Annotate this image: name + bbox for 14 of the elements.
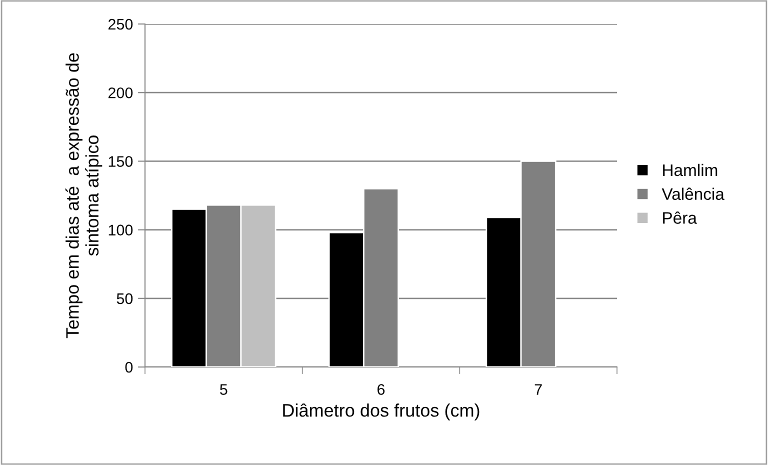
x-tick-label: 5	[220, 384, 228, 395]
y-tick-label: 150	[108, 156, 133, 167]
y-tick-label: 200	[108, 87, 133, 98]
x-axis-title: Diâmetro dos frutos (cm)	[283, 403, 480, 420]
y-tick-label: 0	[125, 362, 133, 373]
y-axis-title: Tempo em dias até a expressão de sintoma atípico	[65, 53, 102, 338]
x-tick-label: 7	[534, 384, 542, 395]
legend-label: Hamlim	[663, 164, 718, 176]
y-tick-label: 50	[116, 293, 133, 304]
y-tick-label: 250	[108, 18, 133, 30]
legend-label: Valência	[662, 188, 724, 200]
legend-label: Pêra	[663, 212, 697, 224]
x-tick-label: 6	[378, 384, 385, 395]
y-tick-label: 100	[108, 224, 133, 236]
